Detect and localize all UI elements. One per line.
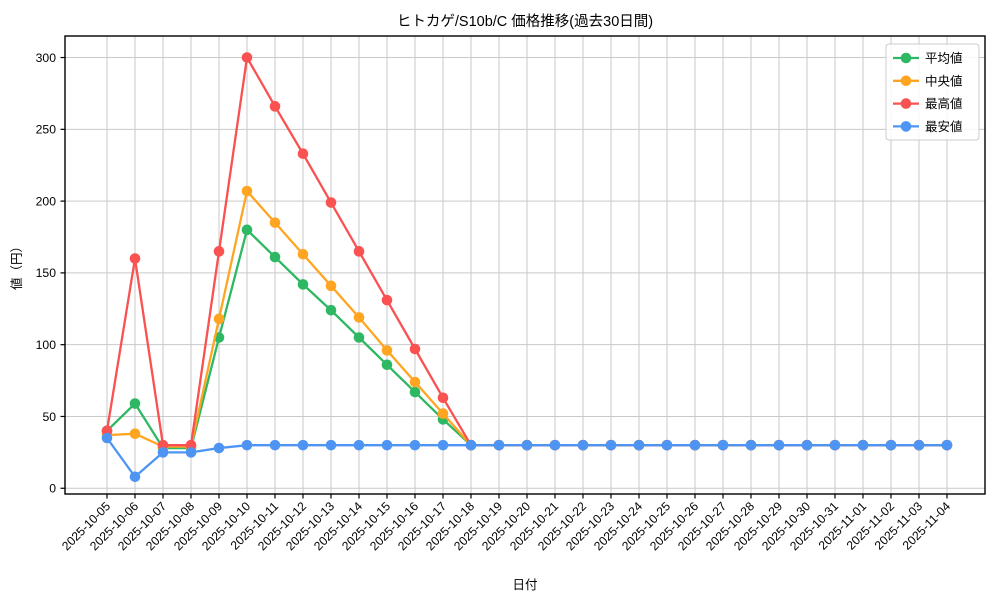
data-point-marker — [269, 251, 281, 263]
data-point-marker — [353, 439, 365, 451]
data-point-marker — [269, 101, 281, 112]
data-point-marker — [941, 439, 953, 451]
data-point-marker — [381, 294, 393, 306]
data-point-marker — [213, 442, 225, 454]
data-point-marker — [381, 345, 393, 356]
y-tick-label: 150 — [36, 266, 57, 280]
legend-label: 最安値 — [925, 119, 963, 134]
data-point-marker — [857, 439, 869, 451]
data-point-marker — [297, 148, 309, 160]
data-point-marker — [437, 392, 449, 404]
data-point-marker — [381, 359, 393, 371]
data-point-marker — [325, 280, 337, 292]
data-point-marker — [325, 439, 337, 451]
data-point-marker — [213, 246, 225, 257]
data-point-marker — [661, 439, 673, 451]
data-point-marker — [689, 439, 701, 451]
series-最安値 — [101, 432, 953, 483]
y-axis-label: 値（円） — [9, 240, 24, 290]
y-tick-label: 50 — [42, 410, 56, 424]
legend-item-最安値: 最安値 — [893, 119, 963, 134]
data-point-marker — [241, 52, 253, 63]
plot-border — [64, 35, 986, 495]
legend-item-最高値: 最高値 — [893, 96, 963, 111]
data-point-marker — [297, 439, 309, 451]
data-point-marker — [605, 439, 617, 451]
data-point-marker — [409, 343, 421, 355]
chart-title: ヒトカゲ/S10b/C 価格推移(過去30日間) — [397, 13, 653, 30]
data-point-marker — [129, 471, 141, 483]
data-point-marker — [745, 439, 757, 451]
data-point-marker — [101, 432, 113, 444]
data-point-marker — [521, 439, 533, 451]
data-point-marker — [269, 439, 281, 451]
y-tick-label: 100 — [36, 338, 57, 352]
data-point-marker — [241, 224, 253, 236]
data-point-marker — [577, 439, 589, 451]
legend-swatch-marker — [900, 52, 912, 64]
data-point-marker — [493, 439, 505, 451]
data-point-marker — [913, 439, 925, 451]
data-point-marker — [409, 386, 421, 398]
data-point-marker — [297, 248, 309, 260]
data-point-marker — [409, 376, 421, 388]
data-point-marker — [241, 185, 253, 197]
data-point-marker — [633, 439, 645, 451]
y-tick-label: 300 — [36, 51, 57, 65]
data-point-marker — [129, 253, 141, 264]
data-point-marker — [437, 439, 449, 451]
data-point-marker — [353, 332, 365, 343]
legend-item-中央値: 中央値 — [893, 73, 963, 88]
data-point-marker — [549, 439, 561, 451]
axis-ticks: 2025-10-052025-10-062025-10-072025-10-08… — [36, 51, 954, 553]
legend-label: 平均値 — [925, 51, 963, 66]
plot-frame — [64, 35, 986, 495]
data-point-marker — [129, 398, 141, 409]
legend-label: 中央値 — [925, 73, 963, 88]
data-point-marker — [325, 304, 337, 316]
legend-swatch-marker — [900, 75, 912, 87]
y-tick-label: 200 — [36, 194, 57, 208]
data-point-marker — [213, 313, 225, 325]
data-point-marker — [437, 408, 449, 419]
data-point-marker — [241, 439, 253, 451]
data-point-marker — [773, 439, 785, 451]
data-point-marker — [829, 439, 841, 451]
data-point-marker — [717, 439, 729, 451]
data-point-marker — [801, 439, 813, 451]
data-point-marker — [297, 279, 309, 290]
data-point-marker — [885, 439, 897, 451]
grid-layer — [65, 36, 985, 494]
legend-box — [885, 43, 980, 141]
data-point-marker — [269, 217, 281, 228]
data-point-marker — [353, 312, 365, 323]
legend-item-平均値: 平均値 — [893, 51, 963, 66]
data-point-marker — [381, 439, 393, 451]
series-layer — [101, 52, 953, 483]
data-point-marker — [185, 447, 197, 458]
y-tick-label: 250 — [36, 123, 57, 137]
data-point-marker — [325, 197, 337, 208]
data-point-marker — [157, 447, 169, 458]
legend-swatch-marker — [900, 98, 912, 109]
data-point-marker — [465, 439, 477, 451]
data-point-marker — [129, 428, 141, 439]
data-point-marker — [353, 246, 365, 257]
y-tick-label: 0 — [49, 482, 56, 496]
x-axis-label: 日付 — [512, 578, 537, 592]
legend-swatch-marker — [900, 121, 912, 132]
legend-label: 最高値 — [925, 96, 963, 111]
data-point-marker — [409, 439, 421, 451]
